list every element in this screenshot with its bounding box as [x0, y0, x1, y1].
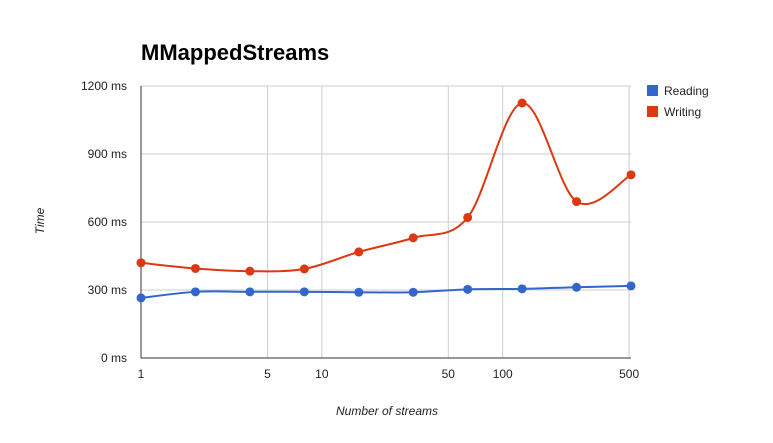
data-point-reading	[463, 284, 473, 294]
x-axis-title: Number of streams	[336, 404, 438, 418]
chart-title: MMappedStreams	[141, 40, 329, 65]
y-tick-label: 1200 ms	[81, 79, 127, 93]
x-tick-label: 5	[264, 367, 271, 381]
data-point-writing	[299, 264, 309, 274]
data-point-writing	[408, 233, 418, 243]
x-tick-label: 10	[315, 367, 329, 381]
data-point-writing	[572, 197, 582, 207]
series-line-reading	[140, 284, 632, 299]
data-point-writing	[626, 170, 636, 180]
y-axis-title: Time	[33, 207, 47, 234]
legend-label-writing: Writing	[664, 105, 701, 119]
data-point-reading	[136, 293, 146, 303]
y-tick-label: 900 ms	[88, 147, 127, 161]
data-point-reading	[190, 287, 200, 297]
data-point-reading	[572, 282, 582, 292]
y-tick-label: 300 ms	[88, 283, 127, 297]
data-point-writing	[136, 258, 146, 268]
data-point-writing	[354, 247, 364, 257]
data-point-reading	[517, 284, 527, 294]
data-point-reading	[626, 281, 636, 291]
x-tick-label: 1	[138, 367, 145, 381]
legend-label-reading: Reading	[664, 84, 709, 98]
data-point-writing	[517, 98, 527, 108]
x-tick-label: 50	[442, 367, 456, 381]
data-point-reading	[354, 287, 364, 297]
legend-swatch-writing	[647, 106, 658, 117]
data-point-writing	[245, 266, 255, 276]
x-tick-label: 100	[493, 367, 513, 381]
data-point-writing	[190, 263, 200, 273]
y-tick-label: 0 ms	[101, 351, 127, 365]
legend: Reading Writing	[647, 84, 709, 119]
series-layer	[136, 98, 636, 303]
data-point-reading	[408, 287, 418, 297]
data-point-writing	[463, 212, 473, 222]
y-tick-label: 600 ms	[88, 215, 127, 229]
axis-layer: 0 ms 300 ms 600 ms 900 ms 1200 ms 1 5 10 50 100 50…	[81, 79, 640, 381]
legend-swatch-reading	[647, 85, 658, 96]
data-point-reading	[299, 287, 309, 297]
data-point-reading	[245, 287, 255, 297]
x-tick-label: 500	[619, 367, 639, 381]
